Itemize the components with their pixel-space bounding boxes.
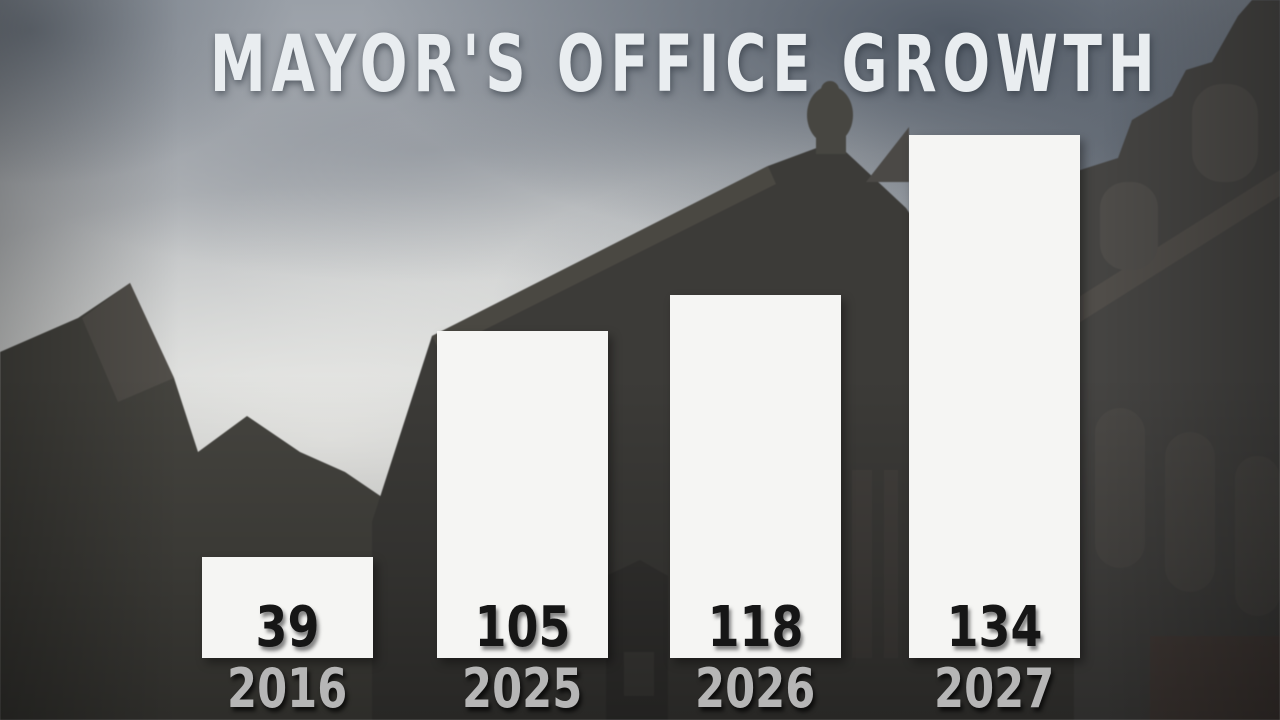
pilaster xyxy=(884,470,898,658)
chart-title: MAYOR'S OFFICE GROWTH xyxy=(25,20,1280,110)
x-label-2026: 2026 xyxy=(635,662,875,716)
bar-value-2027: 134 xyxy=(946,595,1043,661)
arched-window xyxy=(1165,432,1215,592)
background-roof-edge xyxy=(866,127,909,182)
pilaster xyxy=(852,470,872,658)
bar-2027: 134 xyxy=(909,135,1080,658)
bar-2016: 39 xyxy=(202,557,373,658)
x-label-2025: 2025 xyxy=(402,662,642,716)
pediment-cornice-highlight xyxy=(432,166,776,352)
x-label-text: 2016 xyxy=(226,657,348,720)
arched-window xyxy=(1095,408,1145,568)
x-label-text: 2025 xyxy=(461,657,583,720)
monument-plaque xyxy=(624,652,654,696)
brick-tint xyxy=(1150,636,1280,720)
urn-base xyxy=(816,134,846,154)
bar-value-2026: 118 xyxy=(707,595,804,661)
bar-value-2016: 39 xyxy=(255,595,320,661)
left-tower-roof-facet xyxy=(82,283,174,402)
urn-finial xyxy=(807,86,853,144)
right-facade-cornice xyxy=(1074,170,1280,326)
x-label-text: 2027 xyxy=(933,657,1055,720)
x-label-text: 2026 xyxy=(694,657,816,720)
x-label-2027: 2027 xyxy=(874,662,1114,716)
bar-2025: 105 xyxy=(437,331,608,658)
bar-value-2025: 105 xyxy=(474,595,571,661)
arched-window xyxy=(1235,456,1280,616)
chart-title-text: MAYOR'S OFFICE GROWTH xyxy=(209,20,1161,110)
x-label-2016: 2016 xyxy=(167,662,407,716)
dormer-window xyxy=(1100,182,1158,270)
bar-2026: 118 xyxy=(670,295,841,658)
dormer-window xyxy=(1192,84,1258,182)
